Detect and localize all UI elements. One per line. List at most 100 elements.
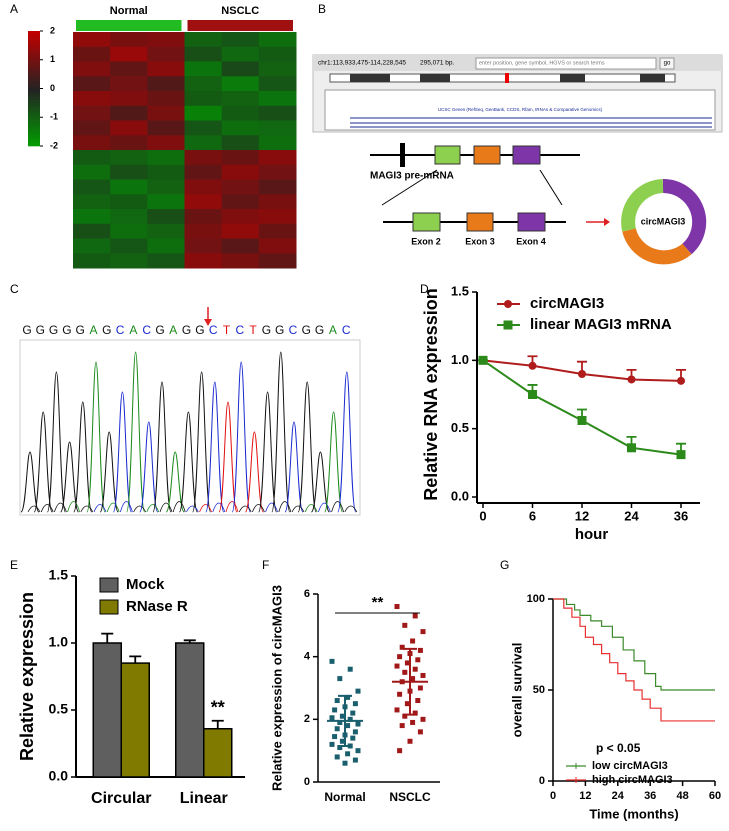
- colorbar-strip: [28, 36, 40, 40]
- x-axis-label: Time (months): [589, 806, 678, 821]
- trace-noise: [159, 502, 173, 513]
- point: [412, 710, 418, 716]
- x-tick-label: 12: [579, 790, 591, 802]
- panel-label: B: [318, 2, 326, 16]
- heatmap-cell: [147, 238, 185, 254]
- y-tick-label: 1.5: [451, 283, 469, 298]
- trace-peak: [165, 451, 185, 513]
- panel-label: F: [262, 558, 269, 572]
- trace-noise: [67, 501, 80, 513]
- point: [415, 698, 421, 704]
- bar: [120, 662, 150, 778]
- heatmap-cell: [184, 135, 223, 151]
- heatmap-cell: [73, 179, 111, 195]
- heatmap-cell: [147, 223, 185, 239]
- colorbar-label: -2: [50, 140, 58, 150]
- colorbar-strip: [28, 54, 40, 58]
- base-letter: G: [76, 323, 85, 337]
- trace-peak: [231, 361, 251, 513]
- point: [397, 748, 403, 754]
- colorbar-strip: [28, 56, 40, 61]
- sd-bar: [403, 647, 417, 716]
- trace-noise: [304, 504, 318, 513]
- trace-noise: [212, 502, 226, 513]
- band: [420, 74, 450, 82]
- trace-peak: [46, 371, 66, 513]
- colorbar-strip: [28, 117, 40, 121]
- heatmap-cell: [147, 76, 185, 92]
- exon-box: [412, 212, 441, 232]
- x-tick-label: Circular: [91, 790, 151, 807]
- ring-segment: [621, 179, 664, 232]
- colorbar-label: 2: [50, 25, 55, 35]
- legend-marker: [504, 300, 512, 308]
- heatmap-cell: [221, 46, 260, 62]
- colorbar-strip: [28, 114, 40, 118]
- colorbar-strip: [28, 31, 40, 35]
- heatmap-cell: [258, 135, 297, 151]
- heatmap-cell: [110, 209, 148, 225]
- trace-peak: [310, 451, 330, 513]
- y-tick-label: 1.0: [49, 634, 69, 650]
- bar: [203, 728, 233, 778]
- heatmap-cell: [73, 209, 111, 225]
- trace-noise: [225, 501, 239, 513]
- base-letter: G: [102, 323, 111, 337]
- trace-noise: [93, 504, 107, 513]
- trace-peak: [152, 381, 172, 513]
- heatmap-cell: [147, 164, 185, 180]
- heatmap-cell: [221, 238, 260, 254]
- point: [412, 666, 418, 672]
- colorbar-strip: [28, 125, 40, 130]
- heatmap-cell: [110, 46, 148, 62]
- legend-label: high circMAGI3: [592, 774, 673, 786]
- heatmap-cell: [147, 209, 185, 225]
- trace-peak: [337, 371, 357, 513]
- point: [332, 734, 338, 740]
- heatmap-cell: [147, 105, 185, 121]
- band: [350, 74, 390, 82]
- heatmap-cell: [73, 76, 111, 92]
- trace-noise: [331, 501, 344, 513]
- colorbar-strip: [28, 94, 40, 98]
- base-letter: G: [315, 323, 324, 337]
- group-label: NSCLC: [221, 5, 259, 17]
- heatmap-cell: [184, 46, 223, 62]
- y-tick-label: 0.5: [49, 701, 69, 717]
- colorbar-strip: [28, 100, 40, 104]
- trace-noise: [238, 505, 252, 513]
- heatmap-cell: [110, 164, 148, 180]
- heatmap-cell: [73, 150, 111, 166]
- trace-peak: [284, 421, 304, 513]
- point: [345, 723, 351, 729]
- heatmap-cell: [258, 253, 297, 269]
- error-bar: [211, 719, 224, 729]
- point: [329, 741, 335, 747]
- trace-peak: [192, 371, 212, 513]
- heatmap-cell: [258, 105, 297, 121]
- base-letter: G: [22, 323, 31, 337]
- base-letter: A: [169, 323, 177, 337]
- heatmap-cell: [110, 194, 148, 210]
- colorbar-strip: [28, 134, 40, 138]
- base-letter: C: [116, 323, 125, 337]
- colorbar-strip: [28, 131, 40, 135]
- base-letter: A: [129, 323, 137, 337]
- go-button[interactable]: [659, 57, 675, 70]
- x-tick-label: 36: [674, 508, 688, 523]
- trace-peak: [126, 351, 146, 513]
- exon-box: [473, 145, 501, 165]
- heatmap-cell: [258, 179, 297, 195]
- heatmap-cell: [258, 76, 297, 92]
- point: [420, 672, 426, 678]
- exon-label: Exon 3: [465, 236, 495, 246]
- colorbar-strip: [28, 91, 40, 95]
- heatmap-cell: [184, 194, 223, 210]
- heatmap-cell: [184, 76, 223, 92]
- survival-curve: [553, 598, 715, 722]
- exon-box: [466, 212, 494, 232]
- heatmap-cell: [184, 61, 223, 77]
- y-axis-label: Relative RNA expression: [421, 288, 441, 500]
